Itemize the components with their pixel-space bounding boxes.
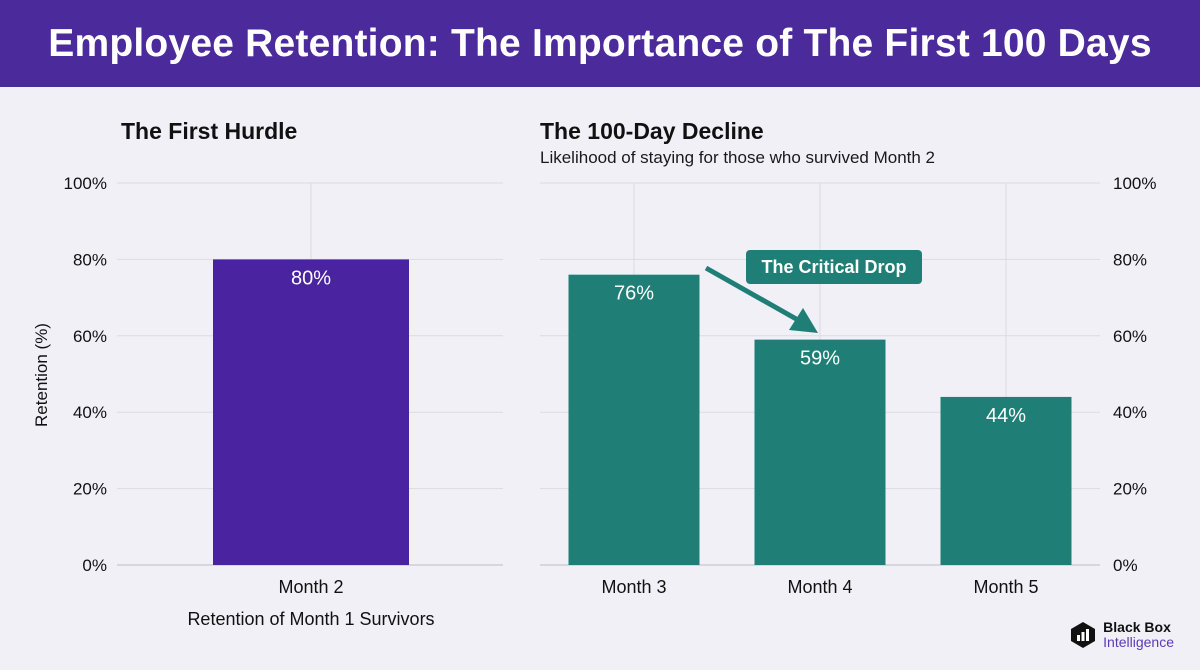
callout-arrow-shaft	[704, 265, 800, 323]
y-tick-label: 60%	[1113, 327, 1147, 346]
x-tick-label: Month 4	[787, 577, 852, 597]
y-tick-label: 100%	[1113, 174, 1156, 193]
bar-month-5	[940, 396, 1072, 565]
bar-month-3	[568, 274, 700, 565]
y-tick-label: 40%	[73, 403, 107, 422]
page-title: Employee Retention: The Importance of Th…	[48, 21, 1152, 65]
bar-chart-logo-icon	[1071, 622, 1096, 648]
left-panel-title: The First Hurdle	[121, 118, 298, 144]
y-tick-label: 80%	[73, 250, 107, 269]
callout-arrow-head-icon	[789, 308, 818, 333]
y-tick-label: 20%	[1113, 480, 1147, 499]
data-label: 80%	[291, 267, 331, 289]
y-tick-label: 100%	[64, 174, 107, 193]
logo-text-line1: Black Box	[1103, 619, 1171, 635]
x-tick-label: Month 5	[973, 577, 1038, 597]
left-panel-x-caption: Retention of Month 1 Survivors	[187, 609, 435, 629]
x-tick-label: Month 2	[278, 577, 343, 597]
y-tick-label: 0%	[1113, 556, 1138, 575]
y-tick-label: 40%	[1113, 403, 1147, 422]
y-tick-label: 0%	[82, 556, 107, 575]
x-tick-label: Month 3	[601, 577, 666, 597]
right-panel-title: The 100-Day Decline	[540, 118, 764, 144]
bar-month-2	[213, 259, 409, 565]
title-banner: Employee Retention: The Importance of Th…	[0, 0, 1200, 87]
y-tick-label: 60%	[73, 327, 107, 346]
data-label: 76%	[614, 283, 654, 305]
data-label: 59%	[800, 348, 840, 370]
bar-month-4	[754, 339, 886, 565]
critical-drop-callout: The Critical Drop	[746, 250, 922, 284]
data-label: 44%	[986, 405, 1026, 427]
logo-text-line2: Intelligence	[1103, 634, 1174, 650]
y-tick-label: 20%	[73, 480, 107, 499]
y-tick-label: 80%	[1113, 250, 1147, 269]
logo: Black Box Intelligence	[1069, 620, 1174, 650]
right-panel-subtitle: Likelihood of staying for those who surv…	[540, 148, 936, 167]
